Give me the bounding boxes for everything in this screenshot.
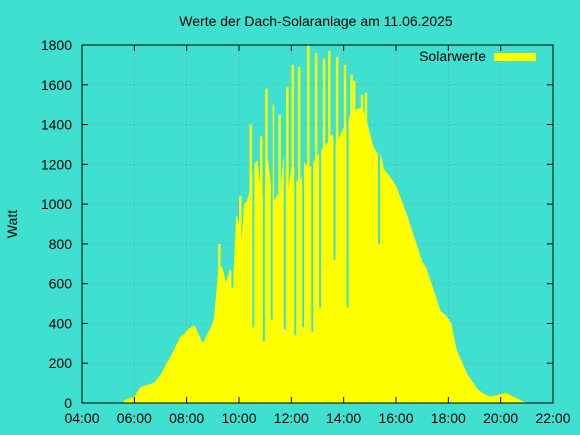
series-dip: [302, 45, 305, 328]
series-spike: [278, 114, 281, 403]
series-dip: [262, 45, 265, 342]
series-dip: [252, 45, 255, 328]
series-spike: [286, 86, 289, 404]
legend: Solarwerte: [419, 48, 536, 64]
series-dip: [294, 45, 297, 336]
series-spike: [307, 45, 310, 403]
series-dip: [319, 45, 322, 308]
series-dip: [346, 45, 349, 308]
y-tick-label: 600: [49, 276, 73, 292]
plot-area: [123, 45, 527, 404]
axes: [81, 44, 554, 404]
y-tick-label: 0: [64, 395, 72, 411]
series-spike: [360, 94, 364, 403]
y-tick-label: 400: [49, 315, 73, 331]
series-dip: [270, 45, 273, 320]
legend-swatch: [494, 53, 536, 61]
series-dip: [311, 45, 314, 332]
series-spike: [364, 92, 368, 403]
series-dip: [231, 45, 234, 288]
x-tick-label: 16:00: [378, 410, 413, 426]
x-tick-label: 18:00: [431, 410, 466, 426]
x-tick-label: 12:00: [274, 410, 309, 426]
series-spike: [352, 80, 356, 404]
series-dip: [283, 45, 286, 330]
series-spike: [291, 64, 294, 403]
grid-lines: [82, 45, 553, 403]
series-spike: [328, 50, 331, 403]
x-tick-label: 04:00: [64, 410, 99, 426]
y-tick-label: 1000: [41, 196, 72, 212]
y-tick-label: 1400: [41, 117, 72, 133]
series-spike: [343, 64, 347, 403]
plot-border: [81, 44, 554, 404]
series-spike: [335, 56, 339, 403]
tick-labels: 04:00 06:00 08:00 10:00 12:00 14:00 16:00 18:00…: [41, 37, 571, 426]
series-spike: [314, 52, 318, 403]
series-spike: [297, 66, 301, 403]
y-axis-label: Watt: [4, 210, 20, 238]
series-spike: [322, 58, 326, 404]
x-tick-label: 20:00: [483, 410, 518, 426]
x-tick-label: 22:00: [535, 410, 570, 426]
y-tick-label: 1800: [41, 37, 72, 53]
y-tick-label: 200: [49, 355, 73, 371]
x-tick-label: 06:00: [117, 410, 152, 426]
chart-title: Werte der Dach-Solaranlage am 11.06.2025: [179, 13, 453, 29]
series-spike: [350, 74, 353, 403]
series-dip: [202, 45, 205, 342]
x-tick-label: 14:00: [326, 410, 361, 426]
series-dip: [333, 45, 336, 260]
x-tick-label: 08:00: [169, 410, 204, 426]
series-spike: [239, 196, 242, 403]
x-tick-label: 10:00: [221, 410, 256, 426]
series-spike: [260, 136, 263, 403]
series-spike: [265, 88, 268, 403]
series-spike: [271, 104, 275, 404]
series-spike: [244, 224, 247, 403]
series-spike: [218, 243, 221, 403]
series-spike: [249, 124, 252, 404]
y-tick-label: 1600: [41, 77, 72, 93]
legend-label: Solarwerte: [419, 48, 486, 64]
series-dip: [377, 45, 380, 244]
y-tick-label: 1200: [41, 156, 72, 172]
y-tick-label: 800: [49, 236, 73, 252]
